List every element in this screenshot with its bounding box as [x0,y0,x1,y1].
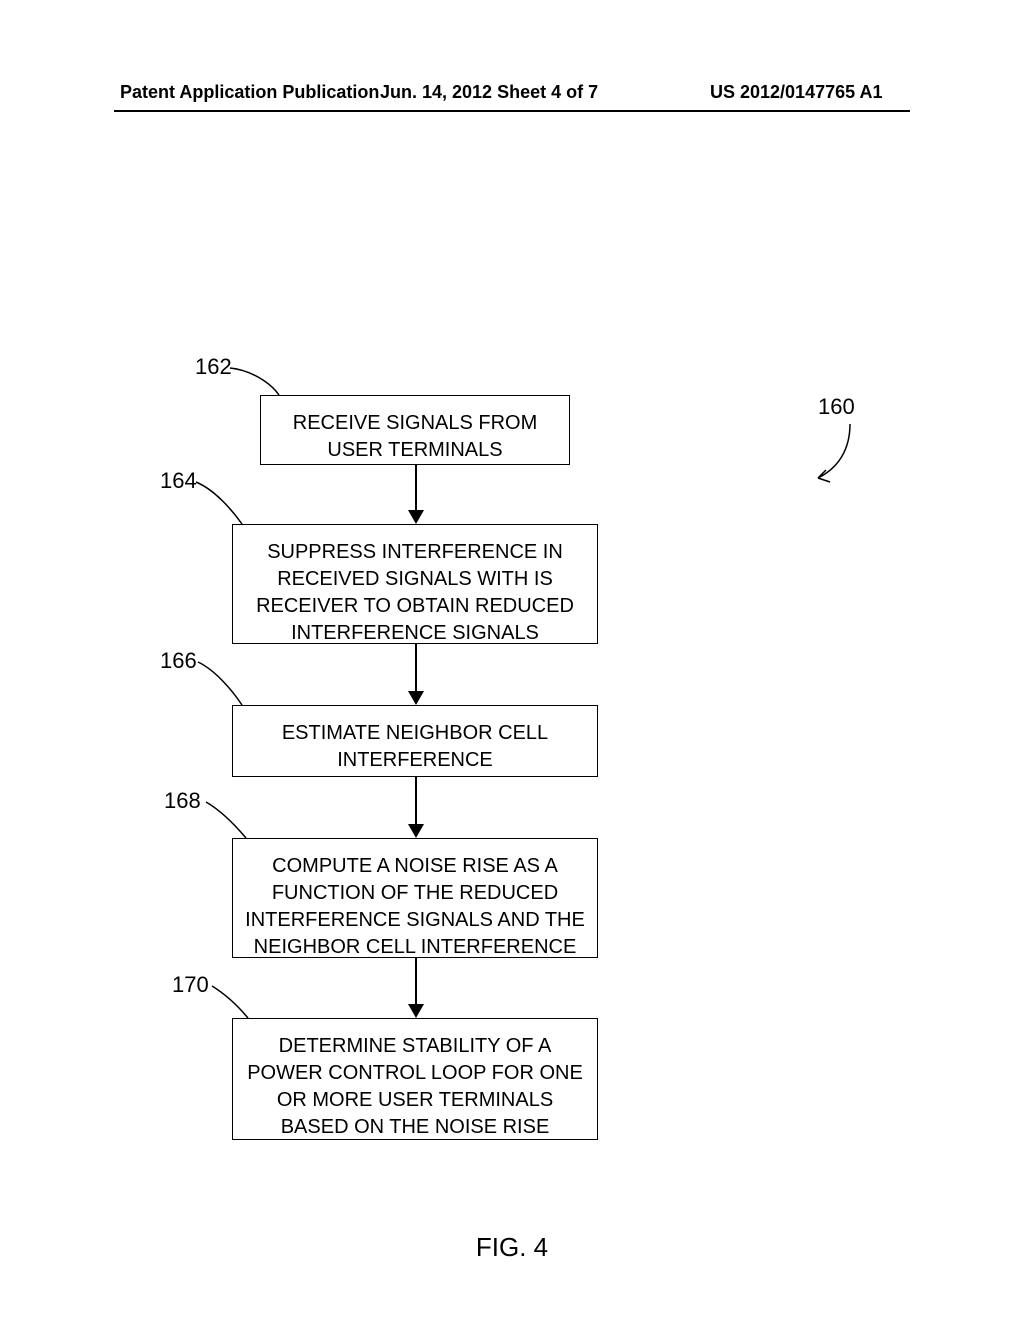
header-publication-number: US 2012/0147765 A1 [710,82,882,103]
leader-lines [0,170,1024,1270]
ref-label-overall: 160 [818,394,855,420]
header-publication-type: Patent Application Publication [120,82,379,103]
header-date-sheet: Jun. 14, 2012 Sheet 4 of 7 [380,82,598,103]
leader-curve-4 [212,986,248,1018]
leader-curve-3 [206,802,246,838]
header-rule [114,110,910,112]
leader-curve-5 [818,424,850,482]
figure-label: FIG. 4 [0,1232,1024,1263]
leader-curve-1 [196,482,242,524]
leader-curve-2 [198,662,242,705]
leader-curve-0 [230,368,279,395]
